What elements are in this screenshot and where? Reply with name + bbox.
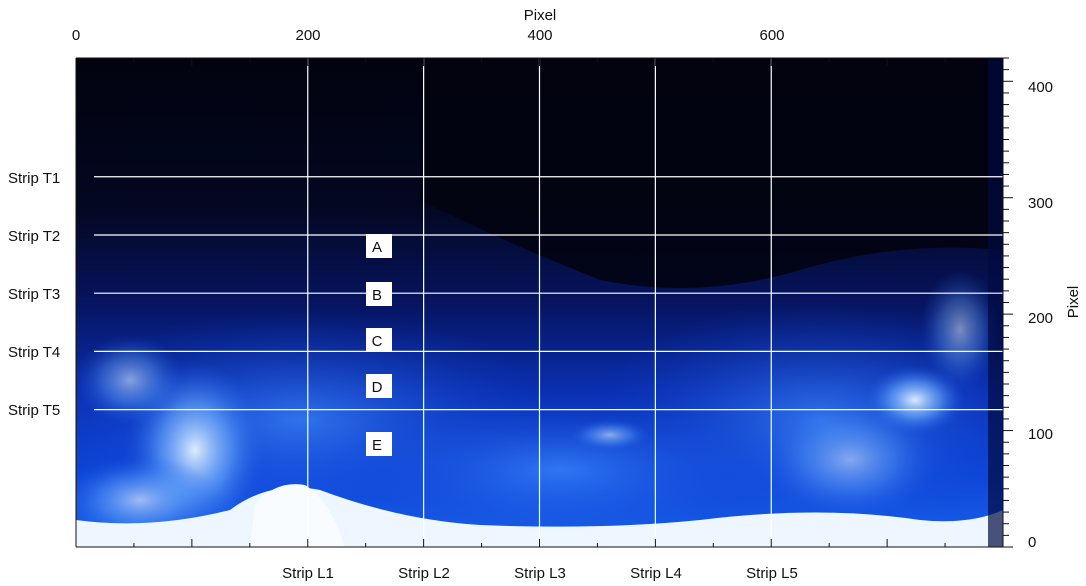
region-marker-a: A — [366, 234, 392, 258]
strip-grid — [94, 58, 1003, 547]
strip-t-label: Strip T2 — [8, 228, 60, 245]
region-marker-b: B — [366, 282, 392, 306]
strip-t-label: Strip T4 — [8, 344, 60, 361]
y-tick-label: 300 — [1028, 195, 1053, 212]
axis-ticks — [75, 57, 1013, 548]
region-label: B — [372, 287, 382, 304]
x-tick-label: 0 — [72, 27, 80, 44]
region-marker-d: D — [366, 374, 392, 398]
strip-l-label: Strip L3 — [514, 565, 566, 582]
x-tick-label: 200 — [295, 27, 320, 44]
region-marker-e: E — [366, 432, 392, 456]
region-label: C — [372, 333, 383, 350]
y-tick-label: 0 — [1028, 534, 1036, 551]
heatmap-image — [76, 58, 1003, 547]
strip-t-label: Strip T5 — [8, 402, 60, 419]
y-tick-label: 400 — [1028, 79, 1053, 96]
horizontal-strip-labels: Strip T1 Strip T2 Strip T3 Strip T4 Stri… — [8, 170, 60, 419]
x-tick-label: 400 — [527, 27, 552, 44]
region-label: E — [372, 437, 382, 454]
top-axis-title: Pixel — [524, 7, 557, 24]
y-tick-label: 100 — [1028, 426, 1053, 443]
strip-l-label: Strip L2 — [398, 565, 450, 582]
region-label: D — [372, 379, 383, 396]
x-tick-labels: 0 200 400 600 — [72, 27, 785, 44]
x-tick-label: 600 — [759, 27, 784, 44]
strip-l-label: Strip L1 — [282, 565, 334, 582]
strip-t-label: Strip T3 — [8, 286, 60, 303]
region-marker-c: C — [366, 328, 392, 352]
region-markers: A B C D E — [366, 234, 392, 456]
right-axis-title: Pixel — [1065, 286, 1082, 319]
strip-l-label: Strip L4 — [630, 565, 682, 582]
vertical-strip-labels: Strip L1 Strip L2 Strip L3 Strip L4 Stri… — [282, 565, 798, 582]
strip-l-label: Strip L5 — [746, 565, 798, 582]
strip-t-label: Strip T1 — [8, 170, 60, 187]
y-tick-labels: 400 300 200 100 0 — [1028, 79, 1053, 551]
region-label: A — [372, 239, 382, 256]
y-tick-label: 200 — [1028, 310, 1053, 327]
